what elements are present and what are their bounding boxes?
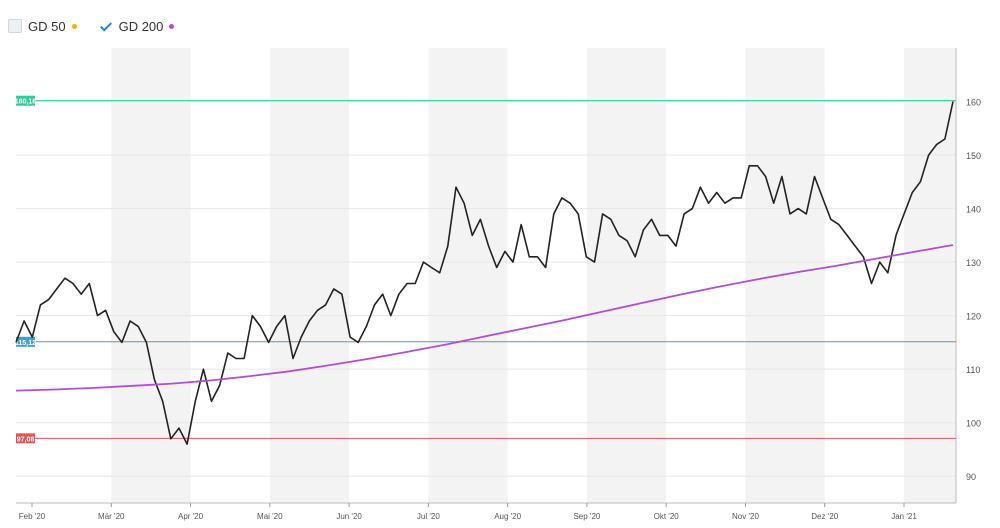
x-tick-label: Nov '20: [732, 512, 759, 521]
y-tick-label: 120: [966, 312, 981, 322]
x-tick-label: Okt '20: [654, 512, 680, 521]
x-tick-label: Mär '20: [98, 512, 125, 521]
legend-item-gd50[interactable]: GD 50: [8, 19, 77, 34]
gd200-line: [15, 244, 954, 392]
month-band: [904, 48, 956, 503]
y-tick-label: 140: [966, 205, 981, 215]
price-line: [15, 101, 954, 445]
reference-badge: [16, 336, 35, 347]
gd200-label: GD 200: [118, 18, 164, 34]
gd50-checkbox[interactable]: [8, 19, 22, 33]
reference-label: 115,12: [15, 340, 36, 347]
gd200-checkbox[interactable]: [98, 19, 113, 33]
month-band: [745, 48, 825, 503]
x-tick-label: Dez '20: [811, 512, 838, 521]
chart-legend: GD 50 GD 200: [8, 14, 175, 38]
gd50-label: GD 50: [28, 18, 66, 34]
y-tick-label: 100: [966, 419, 981, 429]
y-tick-label: 130: [966, 258, 981, 268]
y-tick-label: 110: [966, 365, 980, 375]
gd50-color-dot-icon: [71, 23, 77, 29]
reference-badge: [16, 433, 35, 444]
x-tick-label: Mai '20: [257, 512, 283, 521]
y-tick-label: 150: [966, 151, 981, 161]
reference-label: 160,16: [15, 99, 37, 106]
x-tick-label: Sep '20: [573, 512, 600, 521]
x-tick-label: Aug '20: [494, 512, 521, 521]
month-band: [269, 48, 350, 503]
x-tick-label: Feb '20: [19, 512, 46, 521]
x-tick-label: Jun '20: [336, 512, 362, 521]
y-tick-label: 160: [966, 98, 981, 108]
gd200-color-dot-icon: [169, 23, 175, 29]
month-band: [428, 48, 508, 503]
x-tick-label: Apr '20: [178, 512, 204, 521]
x-tick-label: Jul '20: [417, 512, 440, 521]
y-tick-label: 90: [966, 472, 976, 482]
month-band: [111, 48, 191, 503]
month-band: [586, 48, 667, 503]
reference-label: 97,08: [17, 436, 35, 443]
legend-item-gd200[interactable]: GD 200: [98, 18, 175, 34]
reference-badge: [16, 95, 35, 106]
x-tick-label: Jan '21: [891, 512, 917, 521]
